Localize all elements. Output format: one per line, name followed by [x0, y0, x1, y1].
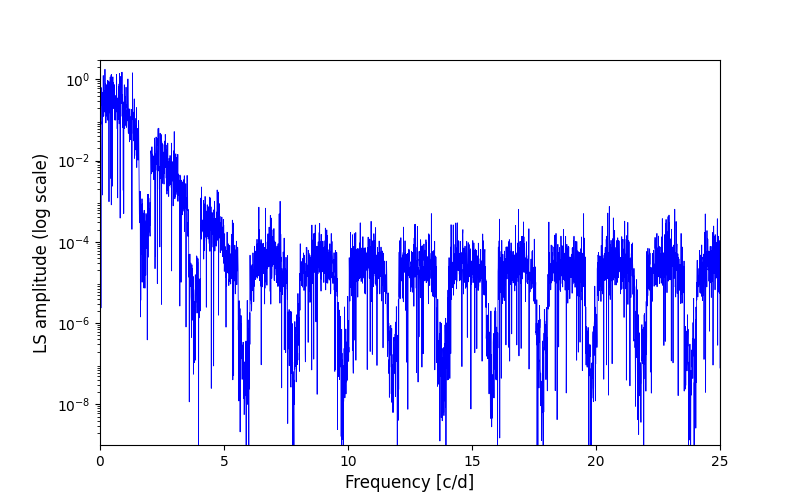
Y-axis label: LS amplitude (log scale): LS amplitude (log scale) [34, 152, 51, 352]
X-axis label: Frequency [c/d]: Frequency [c/d] [346, 474, 474, 492]
